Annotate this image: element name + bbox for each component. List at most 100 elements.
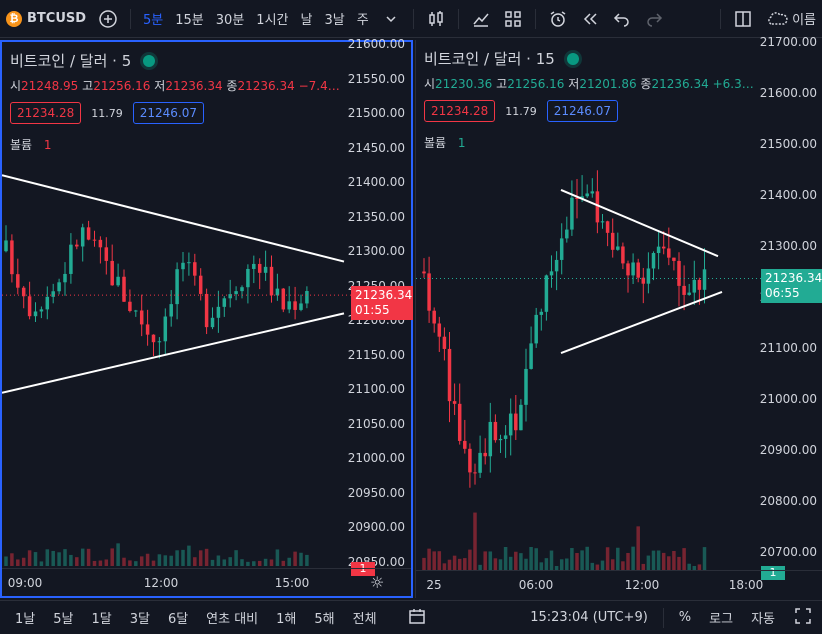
symbol-name: BTCUSD [27,11,87,26]
redo-icon [646,12,662,27]
volume-bar [626,552,630,570]
candle-body [498,438,503,441]
candle-body [636,262,640,278]
candle-body [442,336,447,349]
candle-body [616,246,620,250]
divider [412,8,414,29]
volume-bar [554,565,559,570]
last-price-tag: 21236.34 01:55 [351,286,413,321]
grid-icon [504,10,521,27]
change-value: −7.4… [298,79,340,93]
time-axis[interactable]: 09:00 12:00 15:00 ☼ [2,568,411,596]
candle-body [222,298,227,307]
interval-15m[interactable]: 15분 [175,13,204,28]
fullscreen-icon [795,607,811,624]
price-axis[interactable]: 21600.00 21550.00 21500.00 21450.00 21400.00… [347,37,413,576]
price-tick-label: 21500.00 [759,137,817,151]
date-range-button[interactable] [398,606,436,630]
volume-bar [116,543,120,566]
compare-symbol-button[interactable] [92,0,124,38]
volume-bar [616,547,620,570]
save-layout-button[interactable]: 이름 [759,0,822,38]
range-1m[interactable]: 1달 [91,612,112,627]
buy-button[interactable]: 21246.07 [132,102,205,124]
candle-body [422,271,426,274]
volume-bar [452,555,457,570]
interval-1d[interactable]: 날 [300,13,313,28]
interval-dropdown[interactable] [375,0,407,38]
candle-body [151,334,156,343]
volume-bar [437,551,442,570]
log-scale-toggle[interactable]: 로그 [709,612,734,627]
low-value: 21236.34 [165,79,223,93]
time-tick-label: 25 [426,578,442,592]
range-5y[interactable]: 5해 [314,612,335,627]
candle-body [10,240,14,275]
trendline[interactable] [2,312,345,394]
candle-body [514,413,518,431]
replay-button[interactable] [574,0,606,38]
low-value: 21201.86 [579,77,637,91]
volume-bar [549,550,554,570]
volume-bar [39,561,44,566]
trendline[interactable] [2,174,345,263]
layout-button[interactable] [727,0,759,38]
sell-button[interactable]: 21234.28 [424,100,496,122]
auto-scale-toggle[interactable]: 자동 [751,612,775,627]
price-tick-label: 21450.00 [347,140,405,155]
volume-bar [697,564,702,570]
indicators-button[interactable] [465,0,497,38]
range-6m[interactable]: 6달 [167,612,189,627]
last-price-value: 21236.34 [355,288,413,303]
fullscreen-button[interactable] [784,606,822,630]
volume-bar [687,563,691,570]
candle-body [631,262,635,276]
price-tick-label: 20900.00 [759,443,817,457]
volume-bar [677,556,681,570]
undo-button[interactable] [606,0,638,38]
candle-body [503,435,508,439]
symbol-search[interactable]: ₿ BTCUSD [0,0,92,38]
range-1y[interactable]: 1해 [276,612,297,627]
range-all[interactable]: 전체 [352,612,377,627]
candle-body [98,239,103,248]
candle-body [661,246,666,249]
alert-button[interactable] [542,0,574,38]
volume-bar [585,546,589,570]
range-ytd[interactable]: 연초 대비 [206,612,259,627]
chart-pane-left[interactable]: 비트코인 / 달러 · 5 시21248.95 고21256.16 저21236… [0,37,413,598]
candle-body [437,323,442,337]
templates-button[interactable] [497,0,529,38]
candle-body [529,343,533,369]
trendline[interactable] [560,290,723,355]
trendline[interactable] [560,188,719,258]
interval-1w[interactable]: 주 [356,13,369,28]
redo-button[interactable] [638,0,670,38]
chart-pane-right[interactable]: 비트코인 / 달러 · 15 시21230.36 고21256.16 저2120… [415,35,822,598]
interval-1h[interactable]: 1시간 [256,13,289,28]
buy-button[interactable]: 21246.07 [546,100,619,122]
price-axis[interactable]: 21700.00 21600.00 21500.00 21400.00 21300.00… [759,35,822,580]
percent-scale-toggle[interactable]: % [678,610,692,625]
divider [662,607,664,628]
chart-canvas[interactable] [416,40,822,598]
candle-body [641,277,646,284]
time-axis[interactable]: 25 06:00 12:00 18:00 [416,570,822,598]
range-5d[interactable]: 5날 [53,612,74,627]
range-1d[interactable]: 1날 [15,612,36,627]
timezone-clock[interactable]: 15:23:04 (UTC+9) [530,610,648,625]
candle-body [463,440,467,449]
interval-3d[interactable]: 3날 [324,13,345,28]
divider [457,8,459,29]
chart-type-button[interactable] [420,0,452,38]
volume-bar [590,562,595,570]
gear-icon[interactable]: ☼ [370,573,385,592]
interval-5m[interactable]: 5분 [143,13,164,28]
range-3m[interactable]: 3달 [129,612,150,627]
volume-bar [240,559,244,566]
volume-bar [216,555,221,566]
interval-30m[interactable]: 30분 [215,13,245,28]
chart-canvas[interactable] [2,42,411,596]
sell-button[interactable]: 21234.28 [10,102,82,124]
candle-body [4,240,8,252]
